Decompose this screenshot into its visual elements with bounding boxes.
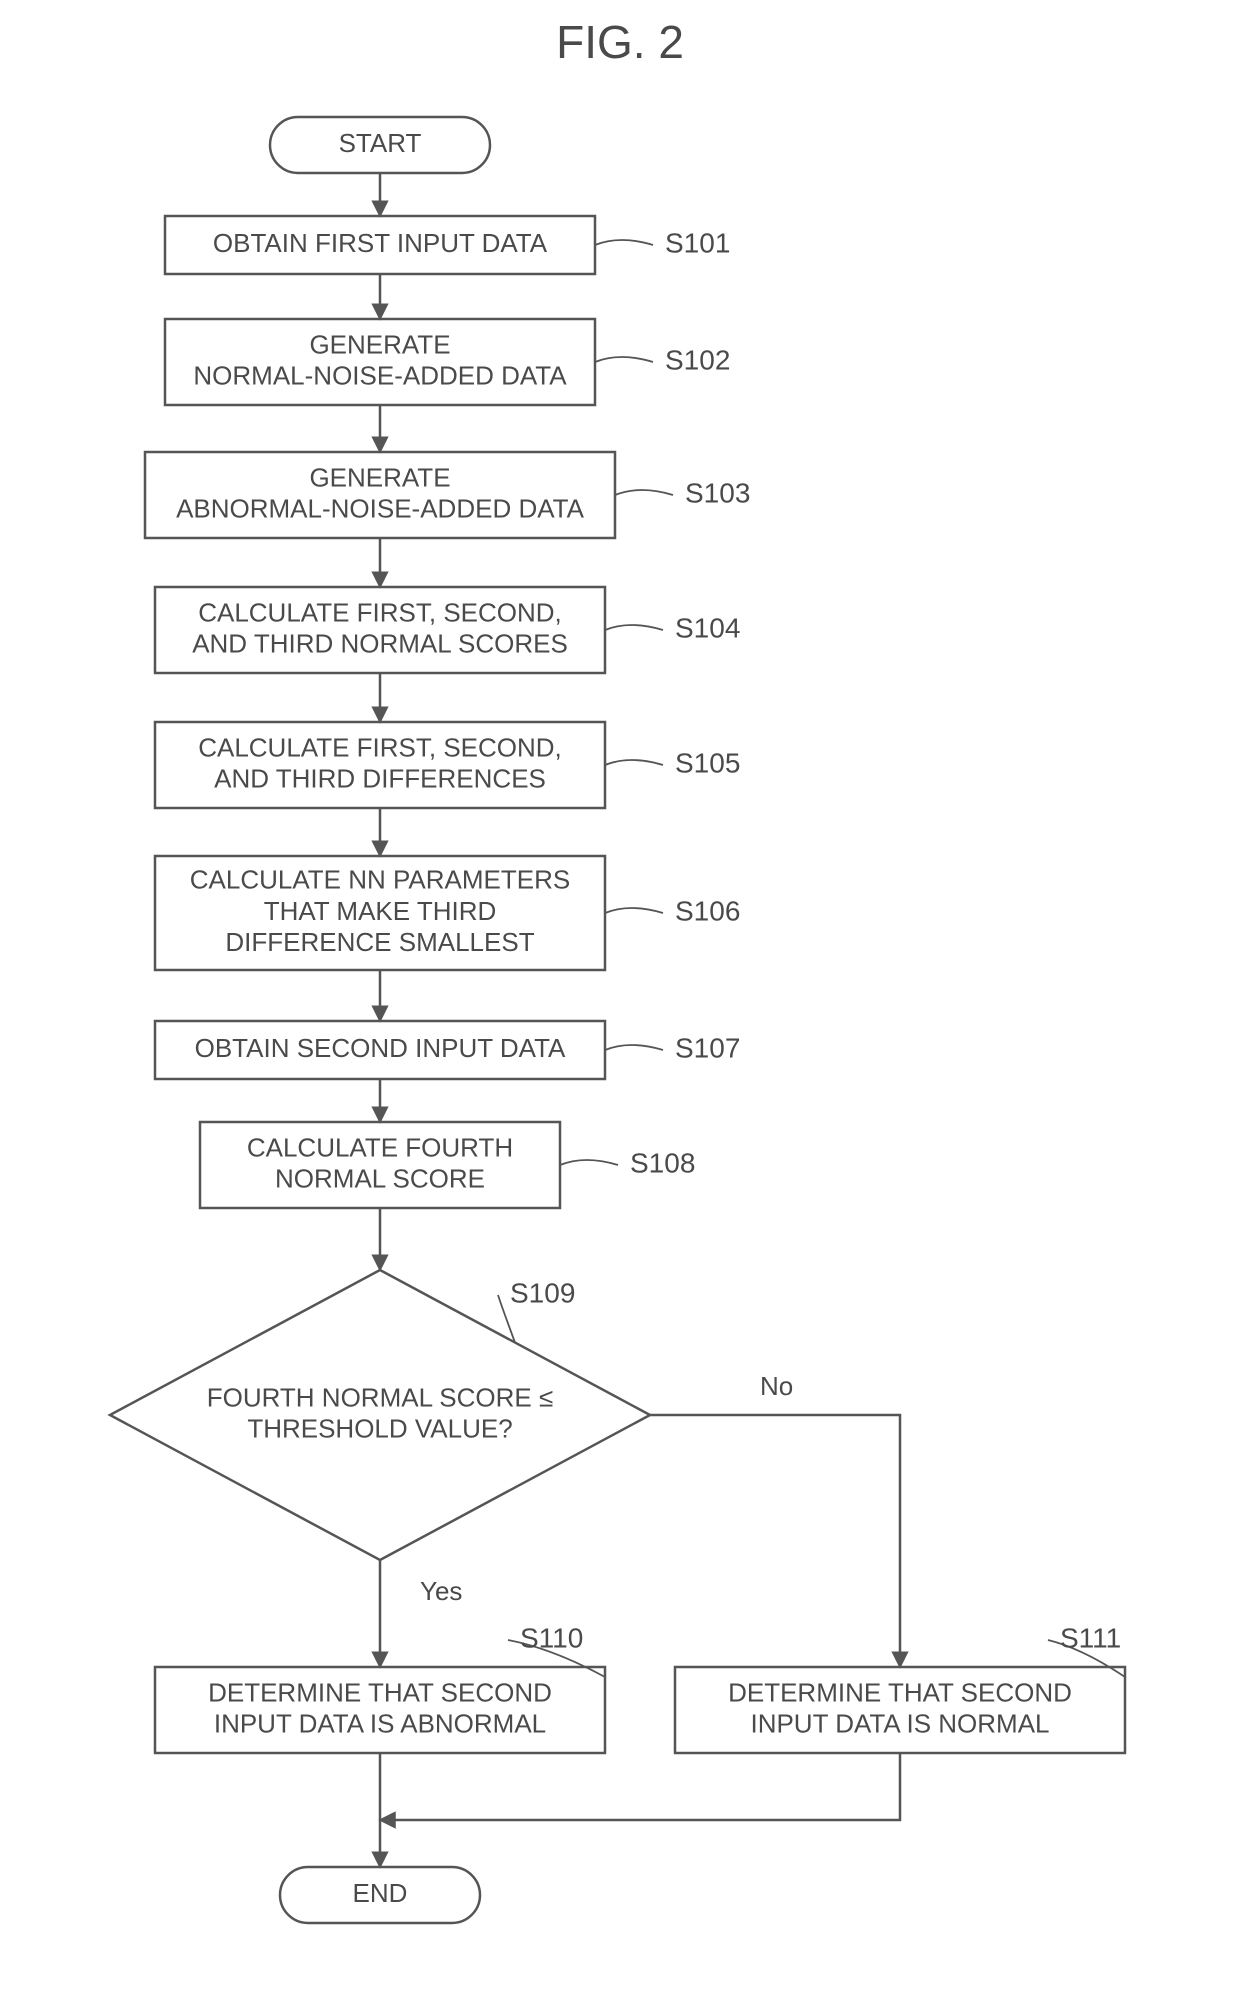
node-start: START <box>270 117 490 173</box>
svg-text:CALCULATE FIRST, SECOND,: CALCULATE FIRST, SECOND, <box>198 597 562 627</box>
node-s106: CALCULATE NN PARAMETERSTHAT MAKE THIRDDI… <box>155 856 740 970</box>
step-label: S105 <box>675 747 740 778</box>
svg-text:THRESHOLD VALUE?: THRESHOLD VALUE? <box>247 1413 512 1443</box>
svg-text:DIFFERENCE SMALLEST: DIFFERENCE SMALLEST <box>225 927 534 957</box>
flowchart-diagram: FIG. 2 START OBTAIN FIRST INPUT DATA S101 GE… <box>0 0 1240 2000</box>
node-s104: CALCULATE FIRST, SECOND,AND THIRD NORMAL… <box>155 587 740 673</box>
svg-text:GENERATE: GENERATE <box>309 462 450 492</box>
svg-text:NORMAL-NOISE-ADDED DATA: NORMAL-NOISE-ADDED DATA <box>193 360 567 390</box>
edge <box>380 1753 900 1820</box>
step-label: S102 <box>665 344 730 375</box>
node-s105: CALCULATE FIRST, SECOND,AND THIRD DIFFER… <box>155 722 740 808</box>
svg-text:GENERATE: GENERATE <box>309 329 450 359</box>
figure-title: FIG. 2 <box>556 16 684 68</box>
node-s101: OBTAIN FIRST INPUT DATA S101 <box>165 216 730 274</box>
svg-text:INPUT DATA IS NORMAL: INPUT DATA IS NORMAL <box>750 1708 1049 1738</box>
svg-text:START: START <box>339 128 422 158</box>
node-end: END <box>280 1867 480 1923</box>
svg-text:THAT MAKE THIRD: THAT MAKE THIRD <box>264 896 497 926</box>
step-label: S103 <box>685 477 750 508</box>
svg-text:END: END <box>353 1878 408 1908</box>
svg-text:ABNORMAL-NOISE-ADDED DATA: ABNORMAL-NOISE-ADDED DATA <box>176 493 585 523</box>
edge-label: Yes <box>420 1576 462 1606</box>
svg-text:CALCULATE FIRST, SECOND,: CALCULATE FIRST, SECOND, <box>198 732 562 762</box>
step-label: S107 <box>675 1032 740 1063</box>
svg-text:CALCULATE FOURTH: CALCULATE FOURTH <box>247 1132 513 1162</box>
step-label: S111 <box>1060 1622 1121 1653</box>
svg-text:DETERMINE THAT SECOND: DETERMINE THAT SECOND <box>208 1677 552 1707</box>
svg-text:DETERMINE THAT SECOND: DETERMINE THAT SECOND <box>728 1677 1072 1707</box>
svg-text:NORMAL SCORE: NORMAL SCORE <box>275 1163 485 1193</box>
svg-text:CALCULATE NN PARAMETERS: CALCULATE NN PARAMETERS <box>190 865 570 895</box>
step-label: S109 <box>510 1277 575 1308</box>
svg-text:OBTAIN SECOND INPUT DATA: OBTAIN SECOND INPUT DATA <box>195 1033 566 1063</box>
svg-text:AND THIRD DIFFERENCES: AND THIRD DIFFERENCES <box>214 763 546 793</box>
node-s108: CALCULATE FOURTHNORMAL SCORE S108 <box>200 1122 695 1208</box>
node-s103: GENERATEABNORMAL-NOISE-ADDED DATA S103 <box>145 452 750 538</box>
svg-text:INPUT DATA IS ABNORMAL: INPUT DATA IS ABNORMAL <box>214 1708 546 1738</box>
node-s102: GENERATENORMAL-NOISE-ADDED DATA S102 <box>165 319 730 405</box>
svg-text:FOURTH NORMAL SCORE ≤: FOURTH NORMAL SCORE ≤ <box>207 1382 554 1412</box>
step-label: S101 <box>665 227 730 258</box>
step-label: S110 <box>520 1622 583 1653</box>
svg-text:AND THIRD NORMAL SCORES: AND THIRD NORMAL SCORES <box>192 628 568 658</box>
svg-text:OBTAIN FIRST INPUT DATA: OBTAIN FIRST INPUT DATA <box>213 228 548 258</box>
node-s109: FOURTH NORMAL SCORE ≤THRESHOLD VALUE? S10… <box>110 1270 650 1560</box>
edge-label: No <box>760 1371 793 1401</box>
node-s107: OBTAIN SECOND INPUT DATA S107 <box>155 1021 740 1079</box>
step-label: S108 <box>630 1147 695 1178</box>
edge <box>650 1415 900 1667</box>
step-label: S106 <box>675 895 740 926</box>
step-label: S104 <box>675 612 740 643</box>
